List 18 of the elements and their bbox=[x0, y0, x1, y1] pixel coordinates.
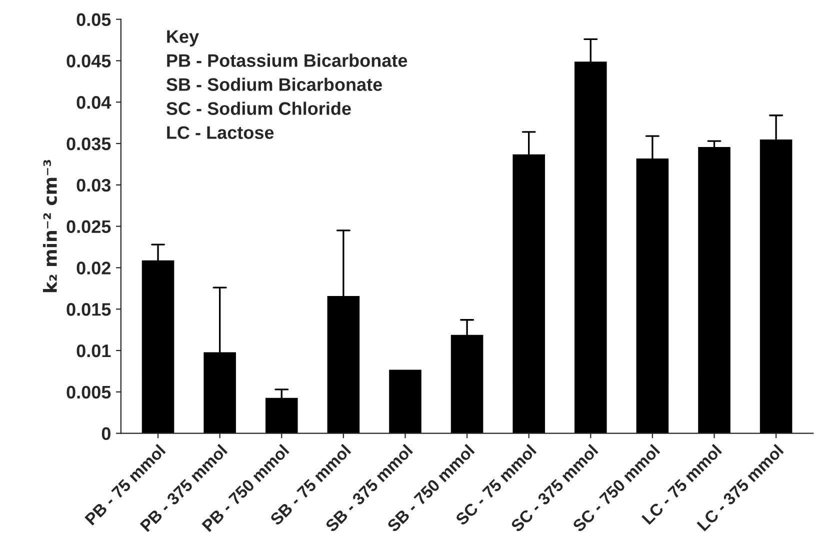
annotation: PB - Potassium Bicarbonate bbox=[167, 54, 408, 67]
y-tick-label: 0.03 bbox=[76, 178, 111, 192]
y-tick-label: 0.035 bbox=[66, 137, 111, 150]
y-tick-label: 0.015 bbox=[66, 303, 111, 316]
y-tick-label: 0.025 bbox=[66, 220, 111, 234]
y-tick-label: 0 bbox=[102, 427, 110, 440]
y-tick-label: 0.04 bbox=[76, 96, 112, 109]
bar bbox=[389, 370, 422, 434]
annotation: SB - Sodium Bicarbonate bbox=[166, 78, 382, 91]
annotation: SC - Sodium Chloride bbox=[166, 102, 351, 115]
y-tick-label: 0.005 bbox=[66, 386, 111, 399]
annotation: Key bbox=[167, 30, 199, 46]
y-axis-title: k₂ min⁻² cm⁻³ bbox=[43, 160, 57, 292]
annotation: LC - Lactose bbox=[167, 126, 274, 139]
y-tick-label: 0.02 bbox=[76, 262, 110, 274]
y-tick-label: 0.05 bbox=[76, 13, 111, 26]
y-tick-label: 0.01 bbox=[76, 344, 111, 358]
y-tick-label: 0.045 bbox=[66, 54, 111, 68]
